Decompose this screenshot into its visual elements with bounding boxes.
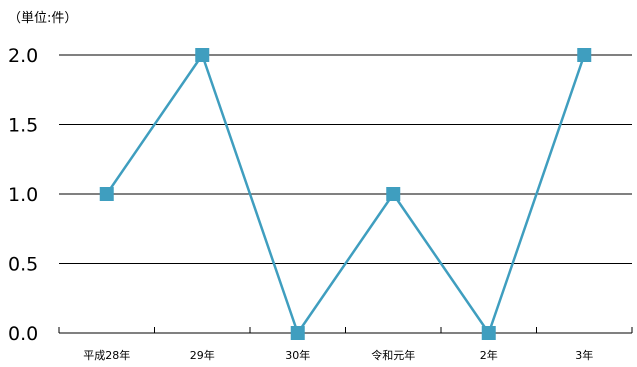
series-group: [99, 48, 592, 340]
x-axis: [58, 327, 633, 334]
data-point-marker: [99, 187, 114, 201]
unit-label: （単位:件）: [8, 10, 77, 26]
x-tick-label: 令和元年: [371, 348, 415, 362]
x-tick-label: 2年: [480, 348, 498, 362]
y-tick-label: 1.5: [8, 115, 38, 137]
x-tick-label: 3年: [575, 348, 593, 362]
data-point-marker: [386, 187, 401, 201]
gridlines: [59, 54, 632, 264]
y-axis-ticks: 0.0 0.5 1.0 1.5 2.0: [8, 45, 38, 345]
data-point-marker: [577, 48, 592, 62]
data-point-marker: [481, 326, 496, 340]
y-tick-label: 0.5: [8, 254, 38, 276]
series-line: [105, 53, 586, 335]
x-tick-label: 平成28年: [83, 348, 130, 362]
y-tick-label: 1.0: [8, 184, 38, 206]
x-axis-ticks: 平成28年 29年 30年 令和元年 2年 3年: [83, 348, 593, 362]
y-tick-label: 2.0: [8, 45, 38, 67]
data-point-marker: [195, 48, 210, 62]
y-tick-label: 0.0: [8, 323, 38, 345]
x-tick-label: 30年: [285, 348, 310, 362]
data-point-marker: [290, 326, 305, 340]
x-tick-label: 29年: [190, 348, 215, 362]
